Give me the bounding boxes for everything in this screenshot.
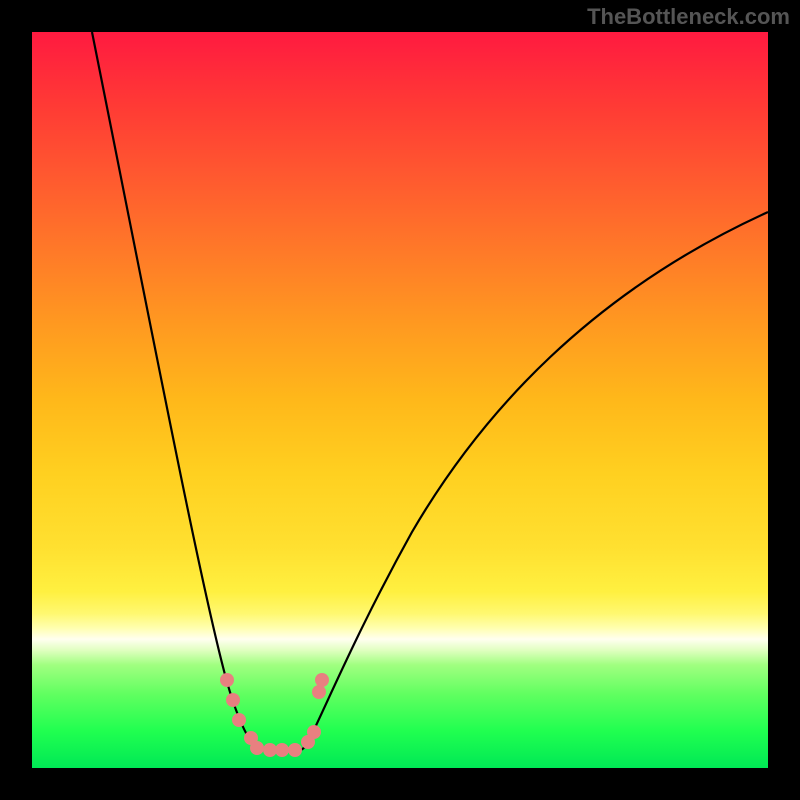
data-dot xyxy=(263,743,277,757)
data-dot xyxy=(220,673,234,687)
data-dot xyxy=(275,743,289,757)
data-dot xyxy=(312,685,326,699)
data-dot xyxy=(232,713,246,727)
data-dot xyxy=(288,743,302,757)
data-dot xyxy=(307,725,321,739)
watermark-text: TheBottleneck.com xyxy=(587,4,790,30)
data-dot xyxy=(250,741,264,755)
right-curve xyxy=(287,212,768,750)
data-dot xyxy=(315,673,329,687)
left-curve xyxy=(92,32,287,750)
data-dot xyxy=(226,693,240,707)
curve-svg xyxy=(32,32,768,768)
chart-container: TheBottleneck.com xyxy=(0,0,800,800)
plot-area xyxy=(32,32,768,768)
data-points xyxy=(220,673,329,757)
